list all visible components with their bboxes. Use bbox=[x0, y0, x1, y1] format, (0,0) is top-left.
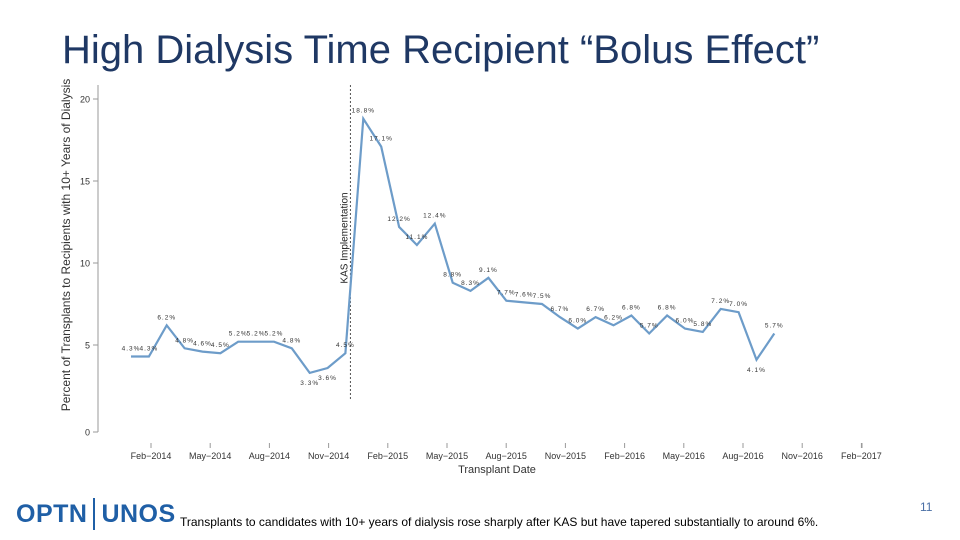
data-label: 5.2% bbox=[229, 331, 248, 338]
data-label: 7.2% bbox=[711, 298, 730, 305]
data-label: 9.1% bbox=[479, 267, 498, 274]
x-tick-label: Feb−2017 bbox=[841, 451, 882, 461]
logo-divider bbox=[93, 498, 96, 530]
x-tick-label: Aug−2016 bbox=[722, 451, 763, 461]
x-axis-ticks: Feb−2014 May−2014 Aug−2014 Nov−2014 Feb−2015… bbox=[131, 443, 882, 461]
data-label: 11.1% bbox=[405, 234, 428, 241]
data-label: 5.7% bbox=[640, 323, 659, 330]
data-label: 5.2% bbox=[265, 331, 284, 338]
footer-note: Transplants to candidates with 10+ years… bbox=[180, 515, 819, 529]
data-label: 7.7% bbox=[497, 290, 516, 297]
y-tick-label: 0 bbox=[85, 428, 90, 438]
data-label: 4.6% bbox=[193, 341, 212, 348]
x-tick-label: Aug−2014 bbox=[249, 451, 290, 461]
y-tick-label: 5 bbox=[85, 341, 90, 351]
data-label: 3.6% bbox=[318, 375, 337, 382]
x-tick-label: Feb−2015 bbox=[367, 451, 408, 461]
y-tick-label: 20 bbox=[80, 95, 90, 105]
data-label: 4.5% bbox=[336, 342, 355, 349]
kas-implementation-label: KAS Implementation bbox=[339, 192, 350, 283]
x-tick-label: Feb−2014 bbox=[131, 451, 172, 461]
data-label: 8.3% bbox=[461, 280, 480, 287]
data-label: 6.8% bbox=[622, 304, 641, 311]
data-label: 4.3% bbox=[139, 345, 158, 352]
data-label: 6.2% bbox=[157, 314, 176, 321]
page-title: High Dialysis Time Recipient “Bolus Effe… bbox=[62, 28, 820, 72]
data-label: 6.0% bbox=[676, 318, 695, 325]
data-label: 4.8% bbox=[282, 337, 301, 344]
logo-optn: OPTN bbox=[16, 499, 88, 528]
y-axis-label: Percent of Transplants to Recipients wit… bbox=[59, 79, 73, 412]
x-tick-label: Nov−2014 bbox=[308, 451, 349, 461]
data-label: 7.0% bbox=[729, 301, 748, 308]
data-label: 12.4% bbox=[423, 213, 446, 220]
data-label: 5.7% bbox=[765, 323, 784, 330]
data-labels: 4.3% 4.3%6.2%4.8% 4.6% 4.5%5.2% 5.2% 5.2%4.8%… bbox=[122, 108, 784, 387]
data-label: 6.7% bbox=[550, 306, 569, 313]
data-label: 7.6% bbox=[515, 291, 534, 298]
data-label: 18.8% bbox=[352, 108, 375, 115]
y-tick-label: 15 bbox=[80, 177, 90, 187]
data-label: 12.2% bbox=[387, 216, 410, 223]
x-tick-label: May−2015 bbox=[426, 451, 468, 461]
page-number: 11 bbox=[920, 500, 933, 514]
series-line bbox=[131, 115, 776, 375]
x-tick-label: Nov−2016 bbox=[782, 451, 823, 461]
x-tick-label: Feb−2016 bbox=[604, 451, 645, 461]
data-label: 4.1% bbox=[747, 367, 766, 374]
x-tick-label: Aug−2015 bbox=[486, 451, 527, 461]
x-tick-label: May−2014 bbox=[189, 451, 231, 461]
data-label: 6.2% bbox=[604, 314, 623, 321]
x-tick-label: Nov−2015 bbox=[545, 451, 586, 461]
kas-annotation: KAS Implementation bbox=[339, 85, 351, 400]
data-label: 6.7% bbox=[586, 306, 605, 313]
y-axis-ticks: 0 5 10 15 20 bbox=[80, 95, 98, 438]
x-tick-label: May−2016 bbox=[663, 451, 705, 461]
data-label: 5.2% bbox=[247, 331, 266, 338]
data-label: 5.8% bbox=[693, 321, 712, 328]
data-label: 7.5% bbox=[533, 293, 552, 300]
data-label: 3.3% bbox=[300, 380, 319, 387]
data-label: 6.0% bbox=[568, 318, 587, 325]
x-axis-label: Transplant Date bbox=[458, 464, 536, 476]
data-label: 4.8% bbox=[175, 337, 194, 344]
y-tick-label: 10 bbox=[80, 259, 90, 269]
data-label: 8.8% bbox=[443, 272, 462, 279]
data-label: 17.1% bbox=[369, 136, 392, 143]
data-label: 6.8% bbox=[658, 304, 677, 311]
optn-unos-logo: OPTN UNOS bbox=[16, 497, 176, 531]
data-label: 4.3% bbox=[122, 345, 141, 352]
logo-unos: UNOS bbox=[101, 499, 176, 528]
data-label: 4.5% bbox=[211, 342, 230, 349]
